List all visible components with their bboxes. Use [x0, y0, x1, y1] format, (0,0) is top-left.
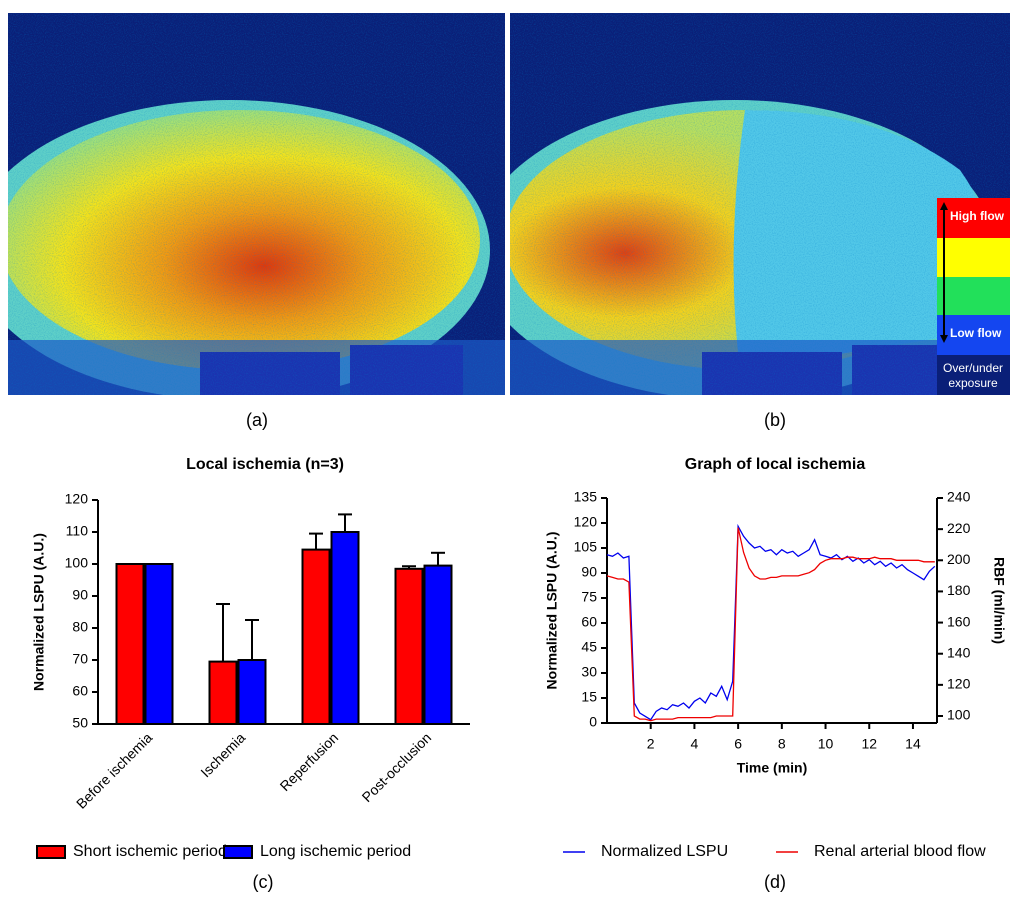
series-line [606, 527, 935, 722]
y2-tick-label: 200 [947, 551, 971, 567]
y2-tick-label: 220 [947, 520, 971, 536]
bar [208, 660, 238, 725]
x-tick-label: 6 [734, 736, 742, 752]
speckle-image-b [510, 13, 1010, 395]
y-tick-label: 15 [581, 689, 597, 705]
y-tick-label: 105 [574, 539, 598, 555]
bar [394, 567, 424, 725]
y-tick-label: 100 [65, 555, 89, 571]
y-axis-label: Normalized LSPU (A.U.) [544, 532, 560, 690]
bar [423, 564, 453, 725]
bar [144, 563, 174, 725]
x-tick-label: Post-occlusion [359, 729, 435, 805]
series-line [606, 523, 936, 721]
y2-tick-label: 160 [947, 613, 971, 629]
y2-tick-label: 140 [947, 644, 971, 660]
x-tick-label: Ischemia [197, 729, 248, 780]
high-flow-label: High flow [950, 209, 1005, 223]
exposure-label: exposure [948, 376, 998, 390]
bar [237, 659, 267, 725]
x-tick-label: 10 [818, 736, 834, 752]
legend-label: Normalized LSPU [601, 843, 728, 860]
x-tick-label: 14 [905, 736, 921, 752]
y2-tick-label: 120 [947, 676, 971, 692]
legend-label: Long ischemic period [260, 843, 411, 860]
y-tick-label: 90 [72, 587, 88, 603]
panel-label: (b) [764, 410, 786, 430]
y-tick-label: 60 [581, 614, 597, 630]
x-tick-label: Reperfusion [277, 729, 342, 794]
x-tick-label: Before ischemia [73, 729, 155, 811]
x-tick-label: 2 [647, 736, 655, 752]
y-tick-label: 60 [72, 683, 88, 699]
y-tick-label: 50 [72, 715, 88, 731]
y-tick-label: 110 [66, 523, 89, 539]
legend-label: Short ischemic period [73, 843, 227, 860]
bar [330, 531, 360, 725]
bar [301, 548, 331, 725]
chart-title: Graph of local ischemia [685, 456, 866, 473]
y-tick-label: 120 [574, 514, 598, 530]
y2-tick-label: 180 [947, 582, 971, 598]
y-axis-label: Normalized LSPU (A.U.) [31, 533, 47, 691]
y-tick-label: 75 [581, 589, 597, 605]
bar [115, 563, 145, 725]
x-tick-label: 12 [861, 736, 877, 752]
y-tick-label: 70 [72, 651, 88, 667]
y-tick-label: 135 [574, 489, 598, 505]
x-axis-label: Time (min) [737, 760, 808, 776]
y2-tick-label: 240 [947, 489, 971, 505]
panel-label: (d) [764, 872, 786, 892]
y2-axis-label: RBF (ml/min) [991, 557, 1007, 644]
panel-label: (c) [253, 872, 274, 892]
y-tick-label: 45 [581, 639, 597, 655]
y-tick-label: 30 [581, 664, 597, 680]
flow-scale: High flow Low flow Over/under exposure [937, 198, 1010, 395]
x-tick-label: 8 [778, 736, 786, 752]
chart-title: Local ischemia (n=3) [186, 456, 344, 473]
x-tick-label: 4 [691, 736, 699, 752]
panel-label: (a) [246, 410, 268, 430]
y-tick-label: 120 [65, 491, 89, 507]
y-tick-label: 0 [589, 714, 597, 730]
exposure-label: Over/under [943, 361, 1003, 375]
legend-label: Renal arterial blood flow [814, 843, 986, 860]
y-tick-label: 80 [72, 619, 88, 635]
legend-swatch [223, 845, 253, 859]
low-flow-label: Low flow [950, 326, 1002, 340]
y-tick-label: 90 [581, 564, 597, 580]
legend-swatch [36, 845, 66, 859]
y2-tick-label: 100 [947, 707, 971, 723]
speckle-image-a [8, 13, 505, 395]
